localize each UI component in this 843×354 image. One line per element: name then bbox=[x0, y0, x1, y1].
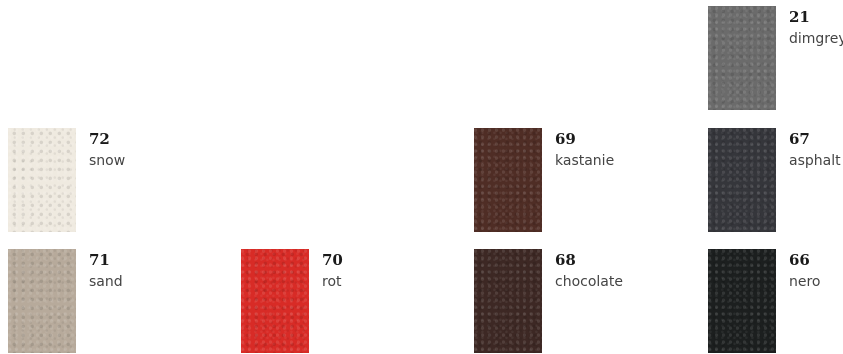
swatch-dimgrey[interactable]: 21 dimgrey bbox=[708, 6, 843, 110]
swatch-color-nero bbox=[708, 249, 776, 353]
swatch-code: 68 bbox=[555, 251, 576, 269]
swatch-name: snow bbox=[89, 153, 126, 169]
swatch-code: 72 bbox=[89, 130, 110, 148]
swatch-name: sand bbox=[89, 274, 123, 290]
swatch-color-asphalt bbox=[708, 128, 776, 232]
swatch-color-kastanie bbox=[474, 128, 542, 232]
swatch-code: 66 bbox=[789, 251, 810, 269]
swatch-chocolate[interactable]: 68 chocolate bbox=[474, 249, 734, 353]
swatch-nero[interactable]: 66 nero bbox=[708, 249, 843, 353]
swatch-name: asphalt bbox=[789, 153, 841, 169]
swatch-name: nero bbox=[789, 274, 821, 290]
swatch-code: 69 bbox=[555, 130, 576, 148]
swatch-code: 71 bbox=[89, 251, 110, 269]
swatch-color-chocolate bbox=[474, 249, 542, 353]
swatch-code: 21 bbox=[789, 8, 810, 26]
swatch-code: 70 bbox=[322, 251, 343, 269]
swatch-rot[interactable]: 70 rot bbox=[241, 249, 501, 353]
swatch-kastanie[interactable]: 69 kastanie bbox=[474, 128, 734, 232]
swatch-color-dimgrey bbox=[708, 6, 776, 110]
swatch-asphalt[interactable]: 67 asphalt bbox=[708, 128, 843, 232]
swatch-name: rot bbox=[322, 274, 342, 290]
swatch-name: chocolate bbox=[555, 274, 623, 290]
swatch-color-rot bbox=[241, 249, 309, 353]
swatch-sand[interactable]: 71 sand bbox=[8, 249, 268, 353]
swatch-name: dimgrey bbox=[789, 31, 843, 47]
swatch-name: kastanie bbox=[555, 153, 615, 169]
swatch-snow[interactable]: 72 snow bbox=[8, 128, 268, 232]
swatch-color-snow bbox=[8, 128, 76, 232]
swatch-code: 67 bbox=[789, 130, 810, 148]
swatch-color-sand bbox=[8, 249, 76, 353]
